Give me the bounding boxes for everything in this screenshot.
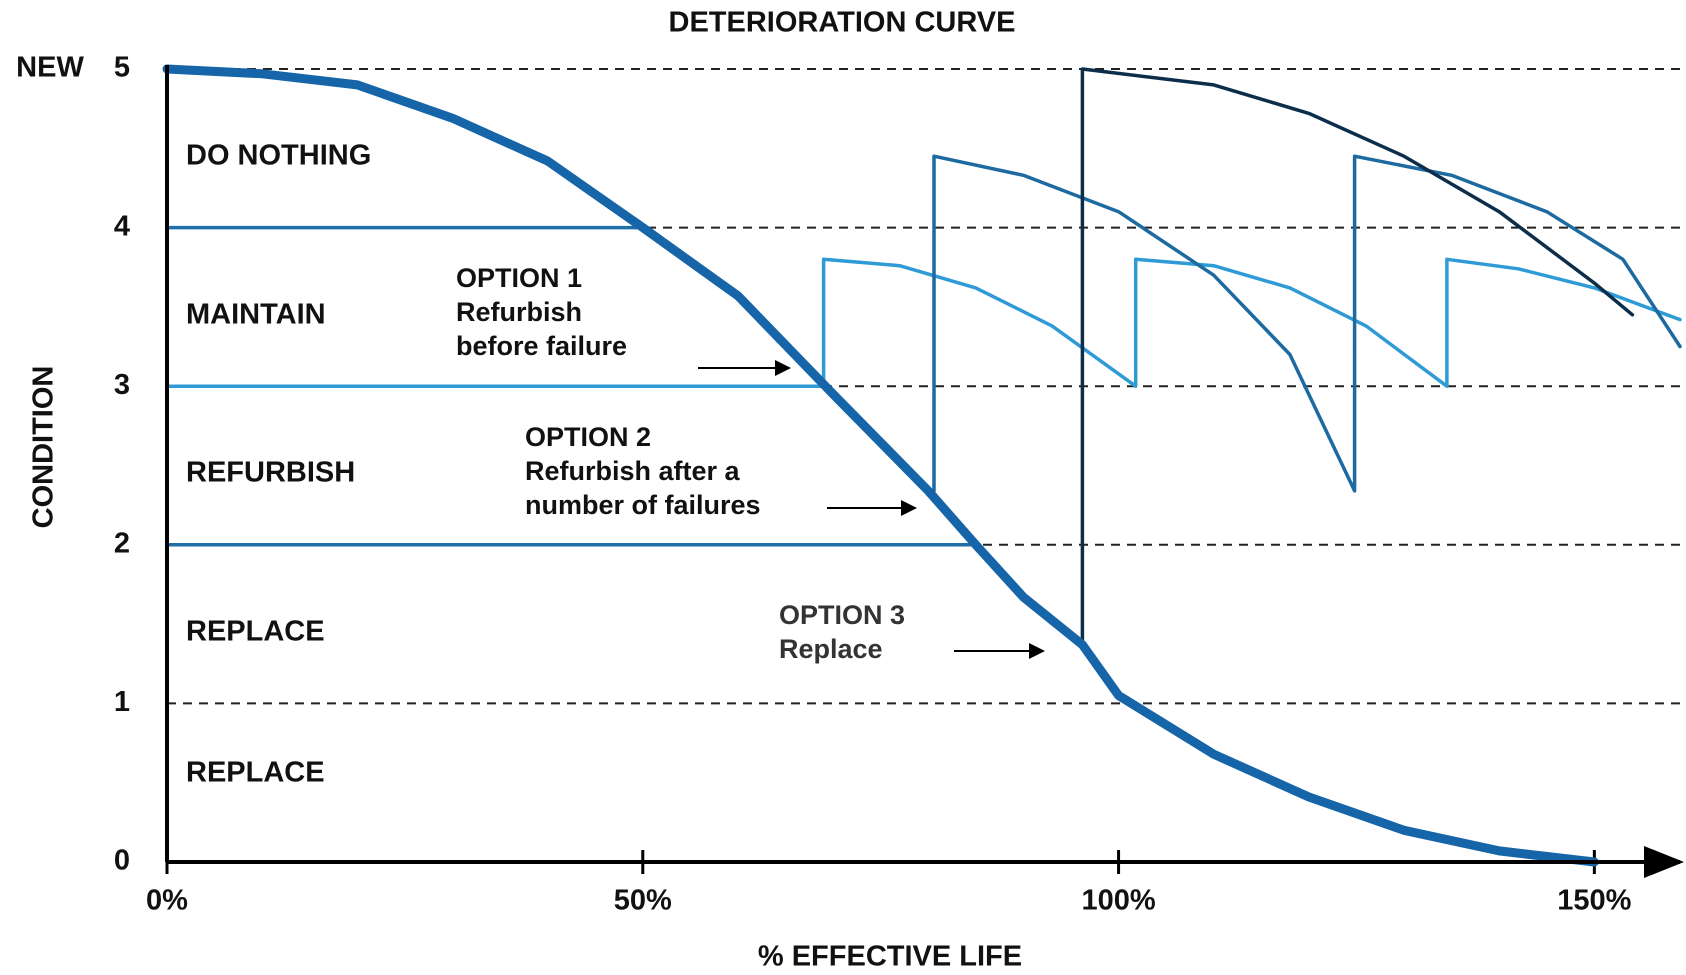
- annotation: before failure: [456, 331, 627, 361]
- y-tick-label: 0: [114, 845, 130, 877]
- x-tick-label: 0%: [146, 885, 188, 917]
- zone-label: DO NOTHING: [186, 140, 371, 172]
- zone-label: REPLACE: [186, 757, 325, 789]
- series-line: [932, 154, 1682, 493]
- y-tick-label: 3: [114, 369, 130, 401]
- series-line: [165, 257, 1682, 388]
- x-tick-label: 100%: [1081, 885, 1155, 917]
- annotation: OPTION 1: [456, 263, 582, 293]
- series-line: [162, 64, 1599, 867]
- y-tick-label: 5: [114, 52, 130, 84]
- series-line: [1080, 67, 1635, 647]
- chart-title: DETERIORATION CURVE: [669, 7, 1016, 39]
- zone-label: MAINTAIN: [186, 299, 326, 331]
- x-tick-label: 50%: [614, 885, 672, 917]
- y-tick-label: 4: [114, 210, 130, 242]
- zone-label: REFURBISH: [186, 457, 355, 489]
- annotation: Refurbish after a: [525, 456, 741, 486]
- annotation: OPTION 2: [525, 422, 651, 452]
- y-tick-label: 1: [114, 686, 130, 718]
- annotation: number of failures: [525, 490, 761, 520]
- zone-label: REPLACE: [186, 616, 325, 648]
- y-axis-label: CONDITION: [28, 366, 60, 529]
- y-tick-label: 2: [114, 527, 130, 559]
- x-axis-label: % EFFECTIVE LIFE: [758, 941, 1022, 973]
- annotation: Refurbish: [456, 297, 582, 327]
- x-tick-label: 150%: [1557, 885, 1631, 917]
- top-label: NEW: [16, 52, 84, 84]
- annotation: OPTION 3: [779, 600, 905, 630]
- annotation: Replace: [779, 634, 883, 664]
